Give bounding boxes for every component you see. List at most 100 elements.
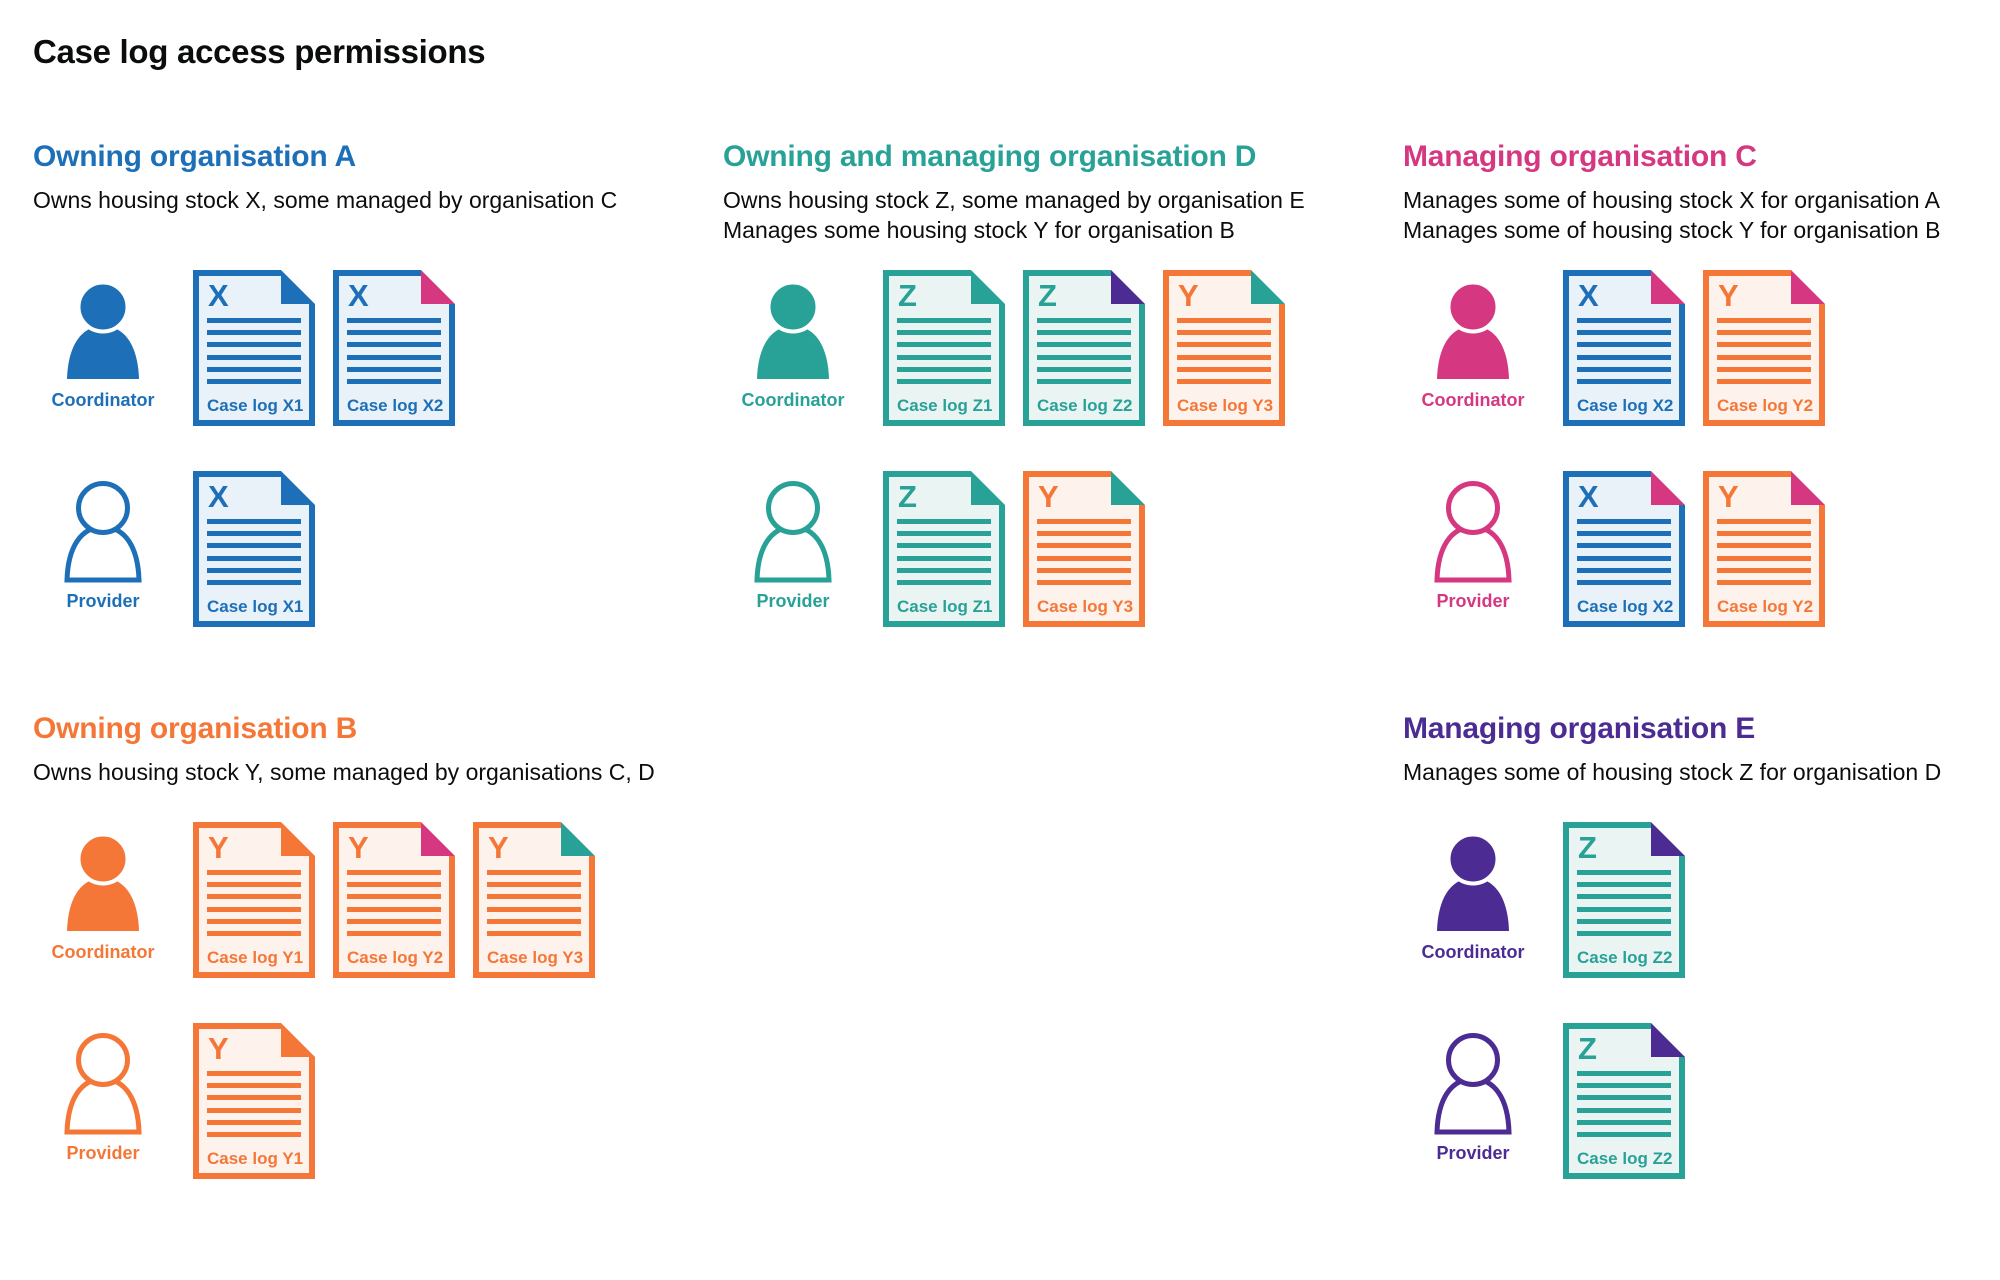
document-border	[883, 471, 1005, 627]
document-border	[883, 270, 1005, 426]
document-fold-corner	[1651, 1023, 1685, 1057]
coordinator-permission-row: Coordinator Y Case log Y1	[33, 822, 595, 978]
case-log-document: X Case log X2	[1563, 471, 1685, 627]
document-border	[193, 471, 315, 627]
document-label: Case log Z1	[897, 597, 992, 616]
person-label: Coordinator	[51, 942, 155, 962]
section-description-line: Owns housing stock Y, some managed by or…	[33, 759, 655, 785]
coordinator-icon	[757, 280, 829, 379]
section-heading: Managing organisation E	[1403, 712, 1756, 745]
document-label: Case log Z2	[1037, 396, 1132, 415]
document-text-lines	[1717, 318, 1811, 384]
document-border	[1563, 471, 1685, 627]
provider-permission-row: Provider X Case log X1	[33, 471, 315, 627]
document-list: Z Case log Z1 Z Case log Z2	[883, 270, 1285, 426]
document-page	[1023, 471, 1145, 627]
provider: Provider	[1403, 1031, 1543, 1179]
provider-permission-row: Provider Y Case log Y1	[33, 1023, 315, 1179]
document-text-lines	[1037, 519, 1131, 585]
provider-icon	[754, 481, 832, 583]
document-text-lines	[1037, 318, 1131, 384]
section-description-line: Manages some of housing stock X for orga…	[1403, 187, 1940, 213]
section-description: Manages some of housing stock Z for orga…	[1403, 757, 1983, 787]
document-page	[193, 1023, 315, 1179]
document-letter: Y	[488, 830, 509, 865]
person-label: Coordinator	[741, 390, 845, 410]
document-list: X Case log X2 Y Case log Y2	[1563, 471, 1825, 627]
document-list: X Case log X1 X Case log X2	[193, 270, 455, 426]
document-page	[1563, 471, 1685, 627]
provider: Provider	[723, 479, 863, 627]
document-fold-corner	[1651, 471, 1685, 505]
document-fold-corner	[1651, 822, 1685, 856]
case-log-document: X Case log X2	[1563, 270, 1685, 426]
case-log-document: Y Case log Y2	[1703, 471, 1825, 627]
document-page	[1563, 822, 1685, 978]
document-page	[883, 270, 1005, 426]
document-letter: X	[208, 479, 229, 514]
document-fold-corner	[971, 471, 1005, 505]
document-letter: Y	[208, 1031, 229, 1066]
document-fold-corner	[421, 270, 455, 304]
document-fold-corner	[281, 822, 315, 856]
section-description: Owns housing stock Z, some managed by or…	[723, 185, 1383, 245]
provider-permission-row: Provider X Case log X2 Y	[1403, 471, 1825, 627]
document-letter: Z	[1038, 278, 1057, 313]
document-border	[1163, 270, 1285, 426]
section-heading: Owning and managing organisation D	[723, 140, 1257, 173]
document-text-lines	[1577, 870, 1671, 936]
document-letter: X	[1578, 479, 1599, 514]
document-label: Case log Z2	[1577, 1149, 1672, 1168]
case-log-document: Z Case log Z1	[883, 471, 1005, 627]
document-list: Z Case log Z1 Y Case log Y3	[883, 471, 1145, 627]
document-page	[193, 270, 315, 426]
document-list: Z Case log Z2	[1563, 1023, 1685, 1179]
document-letter: Y	[1718, 479, 1739, 514]
case-log-document: Y Case log Y1	[193, 822, 315, 978]
document-label: Case log X2	[1577, 597, 1673, 616]
case-log-document: Z Case log Z2	[1023, 270, 1145, 426]
document-page	[1563, 1023, 1685, 1179]
document-list: Z Case log Z2	[1563, 822, 1685, 978]
document-text-lines	[1577, 519, 1671, 585]
document-border	[333, 822, 455, 978]
document-fold-corner	[281, 270, 315, 304]
document-page	[333, 270, 455, 426]
section-owning-organisation-a: Owning organisation A Owns housing stock…	[33, 140, 693, 627]
document-label: Case log Z2	[1577, 948, 1672, 967]
document-page	[1163, 270, 1285, 426]
document-border	[1023, 270, 1145, 426]
provider-icon	[1434, 1033, 1512, 1135]
document-text-lines	[897, 519, 991, 585]
document-border	[1563, 1023, 1685, 1179]
section-owning-organisation-b: Owning organisation B Owns housing stock…	[33, 712, 693, 1179]
section-description-line: Manages some of housing stock Z for orga…	[1403, 759, 1942, 785]
document-text-lines	[207, 870, 301, 936]
person-label: Coordinator	[51, 390, 155, 410]
document-border	[1023, 471, 1145, 627]
document-letter: Y	[1038, 479, 1059, 514]
case-log-document: Z Case log Z2	[1563, 1023, 1685, 1179]
document-text-lines	[1577, 1071, 1671, 1137]
document-fold-corner	[281, 471, 315, 505]
document-label: Case log Y3	[1177, 396, 1273, 415]
coordinator-permission-row: Coordinator X Case log X2	[1403, 270, 1825, 426]
document-label: Case log Y3	[487, 948, 583, 967]
section-description-line: Manages some of housing stock Y for orga…	[1403, 217, 1941, 243]
document-fold-corner	[1791, 270, 1825, 304]
section-description-line: Owns housing stock X, some managed by or…	[33, 187, 618, 213]
document-border	[193, 822, 315, 978]
coordinator-permission-row: Coordinator Z Case log Z1	[723, 270, 1285, 426]
document-border	[333, 270, 455, 426]
case-log-document: X Case log X1	[193, 270, 315, 426]
document-page	[1563, 270, 1685, 426]
document-label: Case log Y1	[207, 948, 303, 967]
document-page	[193, 471, 315, 627]
document-border	[1563, 270, 1685, 426]
coordinator-icon	[67, 280, 139, 379]
section-heading: Managing organisation C	[1403, 140, 1757, 173]
case-log-document: Y Case log Y3	[1023, 471, 1145, 627]
person-label: Provider	[1436, 591, 1510, 611]
person-label: Provider	[66, 591, 140, 611]
document-list: Y Case log Y1	[193, 1023, 315, 1179]
